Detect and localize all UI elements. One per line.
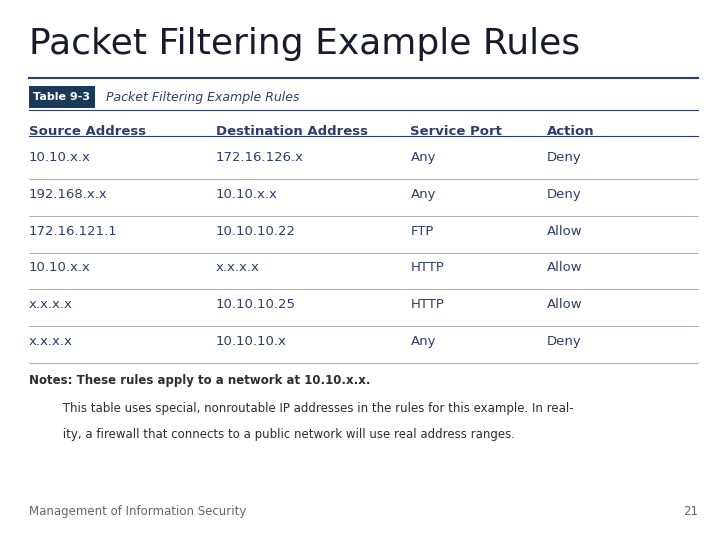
Text: Service Port: Service Port (410, 125, 503, 138)
Text: Packet Filtering Example Rules: Packet Filtering Example Rules (106, 91, 300, 104)
Text: FTP: FTP (410, 225, 433, 238)
Text: 172.16.121.1: 172.16.121.1 (29, 225, 117, 238)
Text: ity, a firewall that connects to a public network will use real address ranges.: ity, a firewall that connects to a publi… (29, 428, 515, 441)
Text: x.x.x.x: x.x.x.x (216, 261, 260, 274)
Text: HTTP: HTTP (410, 298, 444, 311)
Text: This table uses special, nonroutable IP addresses in the rules for this example.: This table uses special, nonroutable IP … (29, 402, 573, 415)
Text: 10.10.x.x: 10.10.x.x (216, 188, 278, 201)
Text: Packet Filtering Example Rules: Packet Filtering Example Rules (29, 27, 580, 61)
Text: Deny: Deny (547, 335, 582, 348)
Text: Deny: Deny (547, 151, 582, 164)
Text: HTTP: HTTP (410, 261, 444, 274)
Text: Management of Information Security: Management of Information Security (29, 505, 246, 518)
Text: 10.10.10.22: 10.10.10.22 (216, 225, 296, 238)
Text: Any: Any (410, 188, 436, 201)
Text: 10.10.10.25: 10.10.10.25 (216, 298, 296, 311)
Text: x.x.x.x: x.x.x.x (29, 298, 73, 311)
Text: Action: Action (547, 125, 595, 138)
Text: Allow: Allow (547, 298, 582, 311)
Text: Destination Address: Destination Address (216, 125, 368, 138)
Text: Deny: Deny (547, 188, 582, 201)
Text: Allow: Allow (547, 225, 582, 238)
Text: 10.10.10.x: 10.10.10.x (216, 335, 287, 348)
Text: 21: 21 (683, 505, 698, 518)
Text: Any: Any (410, 335, 436, 348)
FancyBboxPatch shape (29, 86, 95, 108)
Text: Notes: These rules apply to a network at 10.10.x.x.: Notes: These rules apply to a network at… (29, 374, 370, 387)
Text: Any: Any (410, 151, 436, 164)
Text: Allow: Allow (547, 261, 582, 274)
Text: Table 9-3: Table 9-3 (33, 92, 91, 102)
Text: 10.10.x.x: 10.10.x.x (29, 151, 91, 164)
Text: x.x.x.x: x.x.x.x (29, 335, 73, 348)
Text: 10.10.x.x: 10.10.x.x (29, 261, 91, 274)
Text: Source Address: Source Address (29, 125, 146, 138)
Text: 172.16.126.x: 172.16.126.x (216, 151, 304, 164)
Text: 192.168.x.x: 192.168.x.x (29, 188, 107, 201)
